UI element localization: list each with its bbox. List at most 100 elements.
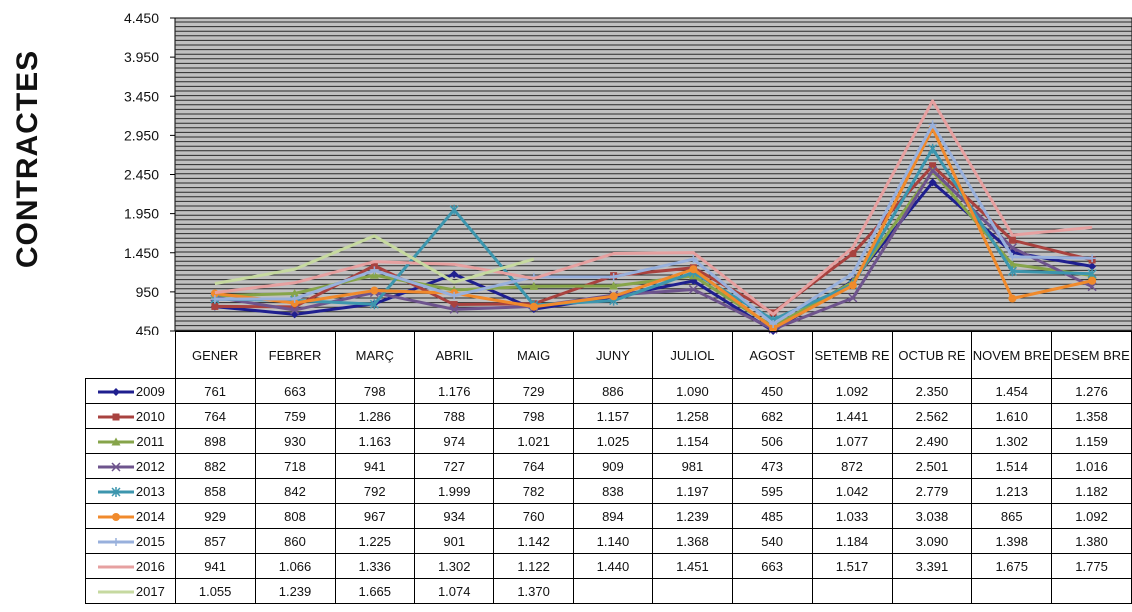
y-tick-label: 450 xyxy=(136,323,160,335)
data-cell: 1.092 xyxy=(811,378,893,404)
series-line xyxy=(214,169,1093,329)
data-cell: 941 xyxy=(174,553,256,579)
month-header: FEBRER xyxy=(254,331,336,379)
month-header: AGOST xyxy=(731,331,813,379)
data-cell xyxy=(1051,578,1132,604)
legend-swatch xyxy=(97,565,134,569)
data-cell: 886 xyxy=(572,378,654,404)
data-point xyxy=(450,291,459,300)
data-point xyxy=(450,270,459,279)
data-cell: 1.302 xyxy=(971,428,1053,454)
data-cell: 909 xyxy=(572,453,654,479)
data-cell: 798 xyxy=(493,403,574,429)
data-table: GENER FEBRER MARÇ ABRIL MAIG JUNY JULIOL AGOST S… xyxy=(85,331,1132,604)
legend-label: 2009 xyxy=(135,384,165,400)
data-cell: 1.163 xyxy=(334,428,416,454)
data-point xyxy=(450,301,458,309)
data-cell: 898 xyxy=(174,428,256,454)
data-cell: 473 xyxy=(731,453,813,479)
data-cell: 1.239 xyxy=(254,578,336,604)
data-cell: 1.176 xyxy=(413,378,495,404)
legend-label: 2010 xyxy=(135,409,165,425)
data-point xyxy=(1087,282,1097,292)
y-tick-label: 4.450 xyxy=(124,10,159,26)
data-cell: 1.276 xyxy=(1051,378,1132,404)
legend-swatch xyxy=(97,512,134,521)
data-point xyxy=(210,295,219,304)
table-row: 2015 857 860 1.225 901 1.142 1.140 1.368 540 1.18… xyxy=(85,528,1132,554)
legend-key: 2016 xyxy=(85,553,176,579)
data-cell xyxy=(891,578,973,604)
data-cell: 1.368 xyxy=(652,528,733,554)
data-cell: 727 xyxy=(413,453,495,479)
legend-key: 2013 xyxy=(85,478,176,504)
data-point xyxy=(848,281,857,290)
data-cell: 682 xyxy=(731,403,813,429)
data-cell xyxy=(652,578,733,604)
legend-swatch xyxy=(97,486,134,497)
data-cell: 1.454 xyxy=(971,378,1053,404)
data-point xyxy=(849,249,857,257)
month-header: OCTUB RE xyxy=(891,331,973,379)
data-point xyxy=(1008,236,1016,244)
data-cell: 1.675 xyxy=(971,553,1053,579)
data-cell: 1.336 xyxy=(334,553,416,579)
data-cell: 967 xyxy=(334,503,416,529)
legend-label: 2012 xyxy=(135,459,165,475)
table-row: 2009 761 663 798 1.176 729 886 1.090 450 1.092 2.3… xyxy=(85,378,1132,404)
data-cell: 798 xyxy=(334,378,416,404)
data-point xyxy=(370,286,379,295)
data-point xyxy=(848,293,858,303)
data-cell: 1.090 xyxy=(652,378,733,404)
series-2017 xyxy=(214,234,535,286)
data-point xyxy=(111,512,120,521)
data-cell: 1.042 xyxy=(811,478,893,504)
data-cell: 1.140 xyxy=(572,528,654,554)
data-cell: 1.033 xyxy=(811,503,893,529)
data-cell: 1.025 xyxy=(572,428,654,454)
data-cell: 941 xyxy=(334,453,416,479)
data-cell: 1.286 xyxy=(334,403,416,429)
plot-area xyxy=(174,17,1132,332)
legend-key: 2012 xyxy=(85,453,176,479)
legend-swatch xyxy=(98,437,135,446)
y-tick-label: 950 xyxy=(136,284,160,300)
month-header: ABRIL xyxy=(413,331,495,379)
legend-label: 2011 xyxy=(136,434,165,450)
month-header: JUNY xyxy=(572,331,654,379)
data-cell: 842 xyxy=(254,478,336,504)
plot-background xyxy=(174,17,1132,332)
month-header: MAIG xyxy=(493,331,574,379)
y-tick-label: 3.950 xyxy=(124,49,159,65)
legend-label: 2017 xyxy=(135,584,165,600)
series-line xyxy=(214,147,1093,322)
series-line xyxy=(214,169,1093,331)
table-row: 2010 764 759 1.286 788 798 1.157 1.258 682 1.441 2… xyxy=(85,403,1132,429)
data-point xyxy=(1088,276,1097,285)
data-cell: 761 xyxy=(174,378,256,404)
data-cell xyxy=(731,578,813,604)
data-point xyxy=(111,537,120,546)
legend-swatch xyxy=(97,413,134,421)
data-cell: 1.157 xyxy=(572,403,654,429)
data-cell: 2.490 xyxy=(891,428,973,454)
data-cell: 1.016 xyxy=(1051,453,1132,479)
data-cell: 1.665 xyxy=(334,578,416,604)
data-cell: 808 xyxy=(254,503,336,529)
data-cell: 782 xyxy=(493,478,574,504)
legend-swatch xyxy=(97,462,134,472)
data-cell: 1.517 xyxy=(811,553,893,579)
data-cell: 1.610 xyxy=(971,403,1053,429)
month-header: NOVEM BRE xyxy=(971,331,1053,379)
data-cell: 1.066 xyxy=(254,553,336,579)
data-point xyxy=(370,266,379,275)
data-cell: 3.038 xyxy=(891,503,973,529)
legend-label: 2013 xyxy=(135,484,165,500)
data-cell: 1.055 xyxy=(174,578,256,604)
data-point xyxy=(609,281,619,290)
table-corner xyxy=(86,332,176,379)
legend-label: 2014 xyxy=(135,509,165,525)
table-row: 2013 858 842 792 1.999 782 838 1.197 595 1.042 2.7… xyxy=(85,478,1132,504)
data-cell: 663 xyxy=(254,378,336,404)
data-point xyxy=(609,273,618,282)
